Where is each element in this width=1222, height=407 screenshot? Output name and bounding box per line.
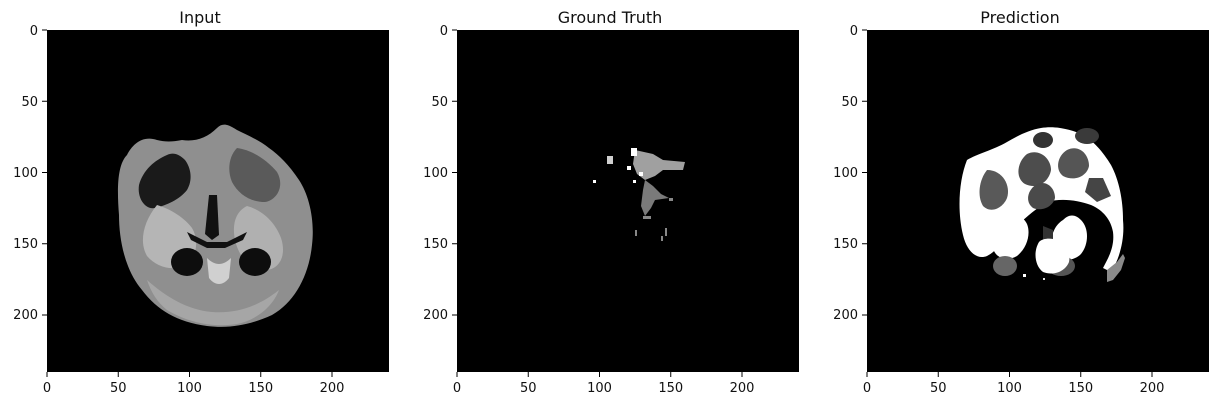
x-tick-label: 100: [997, 381, 1022, 396]
x-tick-label: 50: [930, 381, 947, 396]
x-axis-ticks: 0 50 100 150 200: [863, 372, 1165, 396]
y-axis-ticks: 0 50 100 150 200: [423, 24, 457, 323]
x-tick-label: 200: [320, 381, 345, 396]
y-axis-ticks: 0 50 100 150 200: [833, 24, 867, 323]
panel-title: Input: [179, 8, 221, 27]
image-axes: 0 50 100 150 200 0 50 100 150 200: [833, 24, 1209, 396]
x-axis-ticks: 0 50 100 150 200: [453, 372, 755, 396]
x-tick-label: 150: [248, 381, 273, 396]
y-tick-label: 200: [423, 308, 448, 323]
prediction-mask: [959, 127, 1125, 282]
image-axes: 0 50 100 150 200 0 50 100 150 200: [13, 24, 389, 396]
x-tick-label: 100: [177, 381, 202, 396]
y-tick-label: 0: [440, 24, 448, 39]
panel-input: Input: [0, 0, 400, 407]
y-tick-label: 200: [13, 308, 38, 323]
y-tick-label: 150: [13, 237, 38, 252]
panel-title: Prediction: [980, 8, 1060, 27]
mri-brain-image: [117, 124, 313, 327]
x-tick-label: 50: [110, 381, 127, 396]
y-tick-label: 200: [833, 308, 858, 323]
x-tick-label: 0: [863, 381, 871, 396]
x-tick-label: 200: [1140, 381, 1165, 396]
panel-title: Ground Truth: [557, 8, 663, 27]
y-tick-label: 150: [833, 237, 858, 252]
x-tick-label: 50: [520, 381, 537, 396]
panel-ground-truth: Ground Truth: [410, 0, 810, 407]
x-tick-label: 100: [587, 381, 612, 396]
y-tick-label: 100: [423, 166, 448, 181]
y-tick-label: 0: [850, 24, 858, 39]
y-tick-label: 0: [30, 24, 38, 39]
y-tick-label: 100: [13, 166, 38, 181]
x-tick-label: 150: [1068, 381, 1093, 396]
image-frame: [457, 30, 799, 372]
x-axis-ticks: 0 50 100 150 200: [43, 372, 345, 396]
y-tick-label: 50: [841, 95, 858, 110]
x-tick-label: 150: [658, 381, 683, 396]
y-tick-label: 150: [423, 237, 448, 252]
y-tick-label: 50: [431, 95, 448, 110]
x-tick-label: 200: [730, 381, 755, 396]
x-tick-label: 0: [453, 381, 461, 396]
image-axes: 0 50 100 150 200 0 50 100 150 200: [423, 24, 799, 396]
y-tick-label: 100: [833, 166, 858, 181]
x-tick-label: 0: [43, 381, 51, 396]
ground-truth-mask: [593, 148, 685, 241]
y-tick-label: 50: [21, 95, 38, 110]
panel-prediction: Prediction: [820, 0, 1220, 407]
y-axis-ticks: 0 50 100 150 200: [13, 24, 47, 323]
